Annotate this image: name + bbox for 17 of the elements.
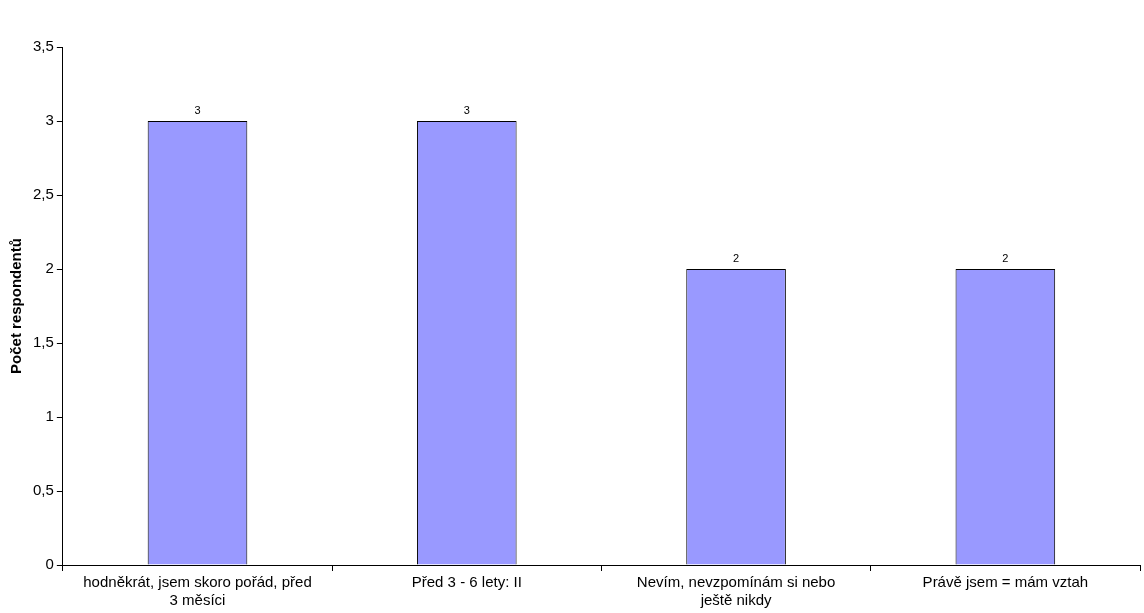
data-label: 2: [733, 251, 740, 264]
y-tick-label: 3: [45, 111, 54, 129]
y-tick-label: 0: [45, 555, 54, 573]
y-tick-label: 2: [45, 259, 54, 277]
x-tick-label: hodněkrát, jsem skoro pořád, před 3 měsíci: [83, 573, 312, 609]
x-tick-label: Nevím, nevzpomínám si nebo ještě nikdy: [636, 573, 836, 609]
data-label: 3: [463, 103, 470, 116]
y-axis-title: Počet respondentů: [7, 238, 25, 374]
data-label: 3: [194, 103, 201, 116]
y-tick-label: 1: [45, 407, 54, 425]
x-tick-label: Před 3 - 6 lety: II: [411, 573, 522, 591]
x-tick-label: Právě jsem = mám vztah: [922, 573, 1089, 591]
data-label: 2: [1002, 251, 1009, 264]
y-tick-label: 3,5: [32, 37, 54, 55]
y-tick-label: 1,5: [32, 333, 54, 351]
y-tick-label: 0,5: [32, 481, 54, 499]
y-tick-label: 2,5: [32, 185, 54, 203]
